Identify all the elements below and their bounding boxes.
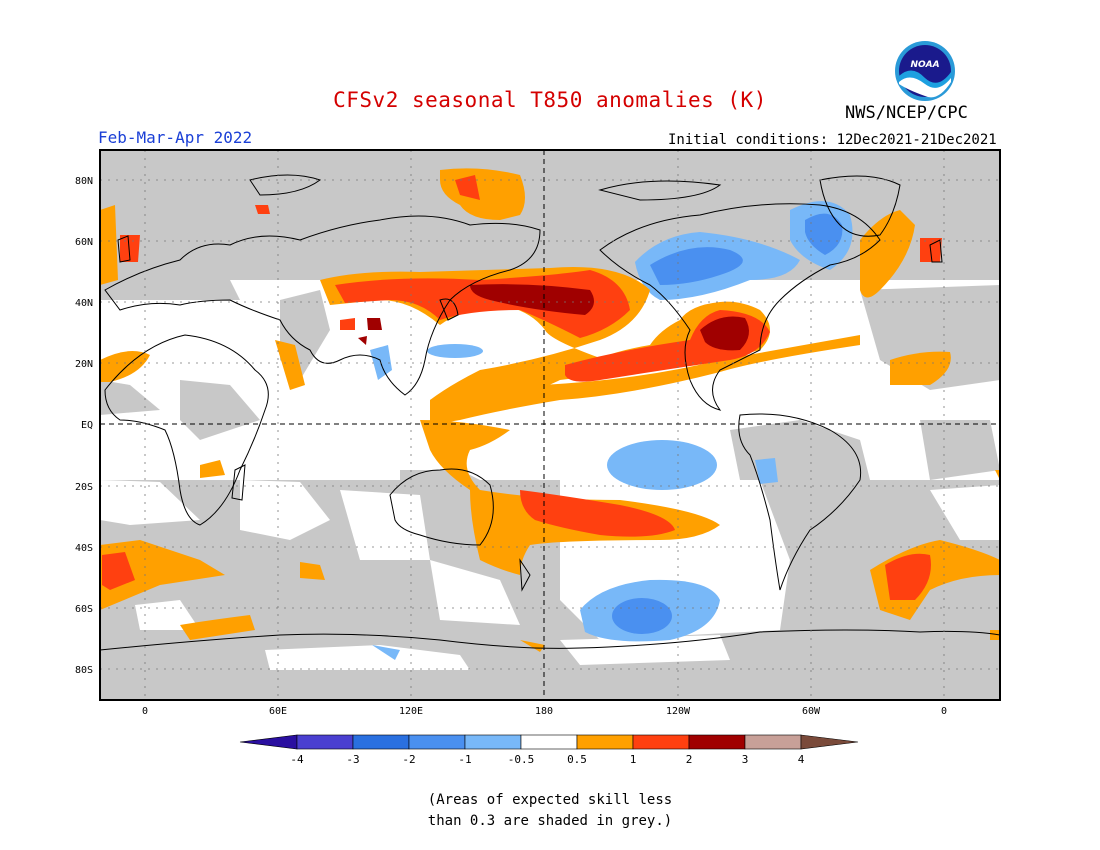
coastlines <box>100 174 1000 651</box>
scale-swatch <box>744 734 802 750</box>
reference-lines <box>100 150 1000 700</box>
lon-label: 60E <box>269 706 287 717</box>
lon-label: 120E <box>399 706 423 717</box>
scale-swatch <box>464 734 522 750</box>
svg-text:NOAA: NOAA <box>910 60 939 70</box>
scale-label: -4 <box>290 753 304 766</box>
latitude-labels: 80N 60N 40N 20N EQ 20S 40S 60S 80S <box>75 176 93 676</box>
scale-label: 4 <box>798 753 805 766</box>
color-scale-labels: -4 -3 -2 -1 -0.5 0.5 1 2 3 4 <box>290 753 804 766</box>
scale-label: 3 <box>742 753 749 766</box>
scale-swatch <box>576 734 634 750</box>
scale-swatch <box>688 734 746 750</box>
scale-label: 1 <box>630 753 637 766</box>
noaa-logo: NOAA <box>895 41 955 101</box>
warm-anomalies-strong <box>358 284 749 351</box>
scale-label: -1 <box>458 753 471 766</box>
scale-swatch <box>520 734 578 750</box>
lat-label: 80N <box>75 176 93 187</box>
map-frame <box>99 149 1001 701</box>
scale-arrow-high <box>800 734 859 750</box>
lat-label: 20N <box>75 359 93 370</box>
lat-label: EQ <box>81 420 93 431</box>
footnote-line-2: than 0.3 are shaded in grey.) <box>427 813 673 829</box>
lat-label: 40N <box>75 298 93 309</box>
scale-swatch <box>296 734 354 750</box>
lat-label: 40S <box>75 543 93 554</box>
color-scale-bar <box>239 734 859 750</box>
lon-label: 60W <box>802 706 821 717</box>
cold-anomalies <box>370 201 853 660</box>
lat-label: 20S <box>75 482 93 493</box>
footnote: (Areas of expected skill less than 0.3 a… <box>0 790 1100 832</box>
scale-label: -3 <box>346 753 359 766</box>
scale-swatch <box>352 734 410 750</box>
scale-label: -0.5 <box>508 753 535 766</box>
agency-label: NWS/NCEP/CPC <box>845 103 968 123</box>
scale-swatch <box>408 734 466 750</box>
scale-arrow-low <box>239 734 298 750</box>
lon-label: 120W <box>666 706 691 717</box>
lat-label: 80S <box>75 665 93 676</box>
lon-label: 0 <box>941 706 947 717</box>
scale-swatch <box>632 734 690 750</box>
longitude-labels: 0 60E 120E 180 120W 60W 0 <box>142 706 947 717</box>
lat-label: 60N <box>75 237 93 248</box>
forecast-period: Feb-Mar-Apr 2022 <box>98 128 253 147</box>
lat-label: 60S <box>75 604 93 615</box>
map-title: CFSv2 seasonal T850 anomalies (K) <box>333 88 767 112</box>
scale-label: -2 <box>402 753 415 766</box>
lon-label: 0 <box>142 706 148 717</box>
graticule <box>100 150 1000 700</box>
initial-conditions: Initial conditions: 12Dec2021-21Dec2021 <box>668 132 997 148</box>
lon-label: 180 <box>535 706 553 717</box>
low-skill-regions <box>100 150 1000 700</box>
footnote-line-1: (Areas of expected skill less <box>427 792 673 808</box>
scale-label: 2 <box>686 753 693 766</box>
scale-label: 0.5 <box>567 753 587 766</box>
